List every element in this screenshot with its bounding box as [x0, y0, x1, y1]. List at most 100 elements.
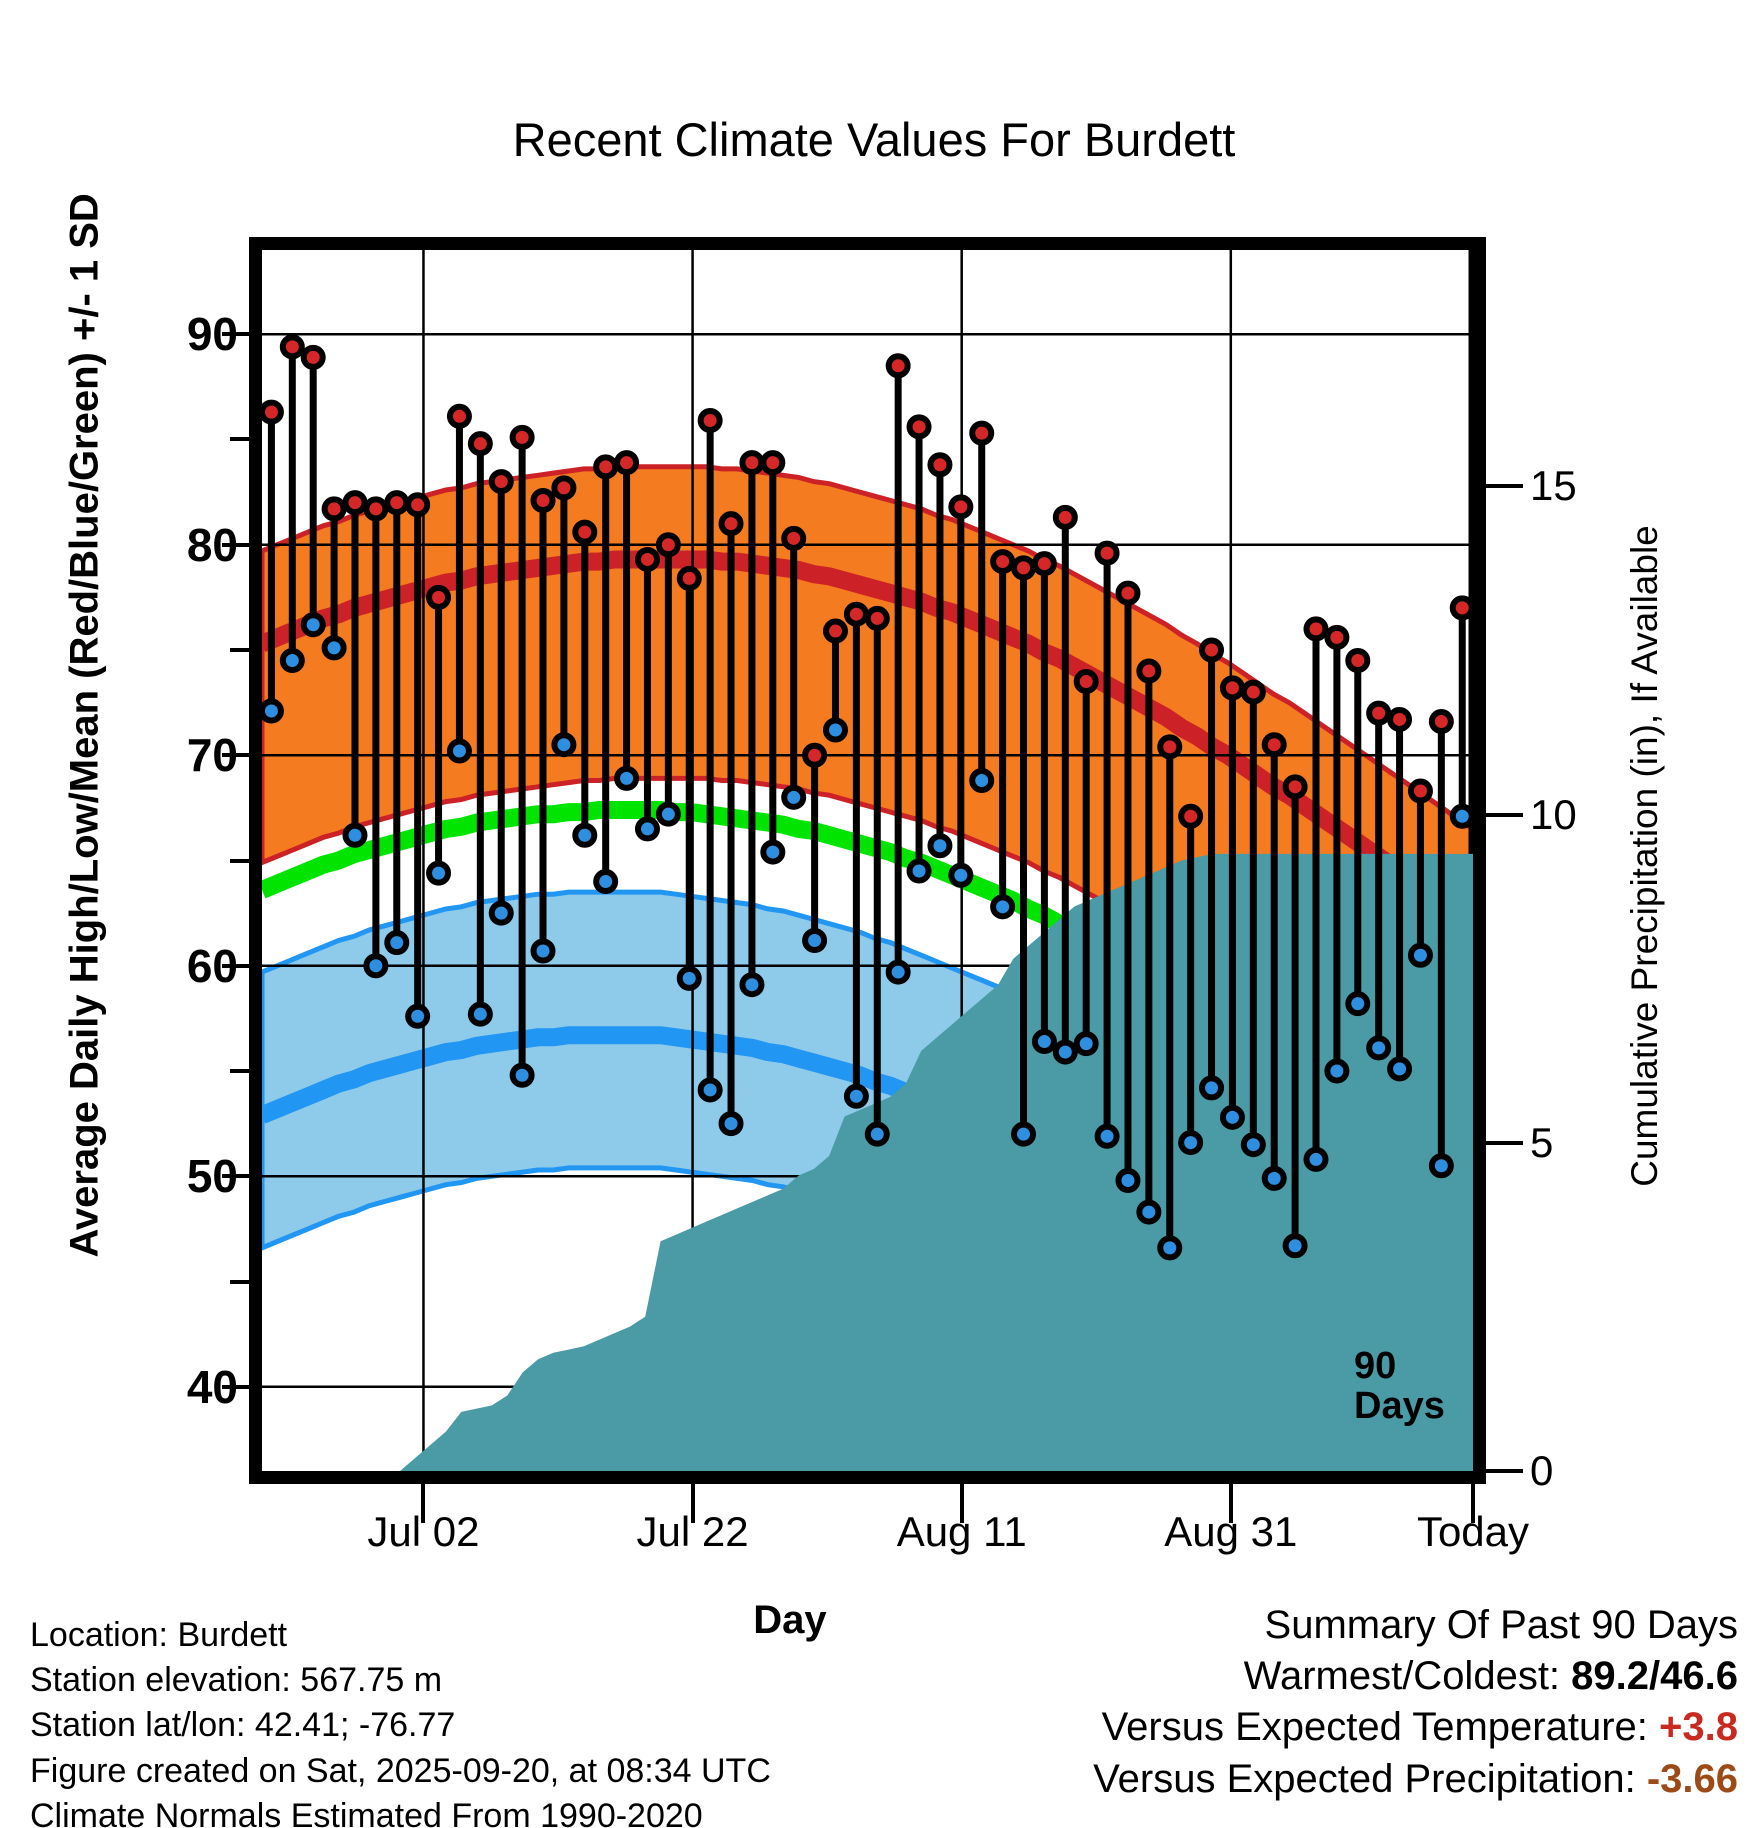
- observed-low-dot: [1219, 1104, 1245, 1130]
- observed-low-dot: [697, 1077, 723, 1103]
- y-tick-mark: [222, 332, 249, 337]
- observed-high-dot: [1324, 624, 1350, 650]
- y-tick-mark: [222, 1384, 249, 1389]
- observed-high-dot: [802, 742, 828, 768]
- observed-low-dot: [969, 768, 995, 794]
- observed-high-dot: [634, 546, 660, 572]
- y-tick-mark: [222, 542, 249, 547]
- x-tick-mark: [1471, 1484, 1475, 1523]
- x-tick-label-4: Today: [1416, 1508, 1530, 1555]
- observed-high-dot: [262, 399, 284, 425]
- observed-high-dot: [1449, 595, 1473, 621]
- observed-low-dot: [1199, 1075, 1225, 1101]
- observed-low-dot: [1324, 1058, 1350, 1084]
- observed-high-dot: [1094, 540, 1120, 566]
- observed-high-dot: [1199, 637, 1225, 663]
- x-tick-mark: [421, 1484, 426, 1523]
- observed-high-dot: [655, 532, 681, 558]
- y-right-tick-mark: [1486, 1140, 1523, 1145]
- observed-low-dot: [760, 839, 786, 865]
- observed-low-dot: [906, 858, 932, 884]
- observed-low-dot: [1407, 942, 1433, 968]
- observed-high-dot: [1219, 675, 1245, 701]
- observed-low-dot: [1052, 1039, 1078, 1065]
- temp-anomaly-label: Versus Expected Temperature:: [1101, 1705, 1648, 1750]
- observed-low-dot: [1136, 1199, 1162, 1225]
- observed-high-dot: [927, 452, 953, 478]
- observed-low-dot: [1115, 1167, 1141, 1193]
- summary-precip-anomaly: Versus Expected Precipitation: -3.66: [1093, 1754, 1738, 1805]
- observed-high-dot: [614, 450, 640, 476]
- observed-low-dot: [990, 894, 1016, 920]
- observed-low-dot: [822, 717, 848, 743]
- observed-low-dot: [1261, 1165, 1287, 1191]
- x-tick-mark: [690, 1484, 695, 1523]
- observed-low-dot: [927, 833, 953, 859]
- station-location: Location: Burdett: [30, 1616, 288, 1654]
- observed-low-dot: [1073, 1031, 1099, 1057]
- observed-low-dot: [488, 900, 514, 926]
- observed-high-dot: [405, 492, 431, 518]
- observed-high-dot: [969, 420, 995, 446]
- observed-low-dot: [1157, 1235, 1183, 1261]
- x-tick-label-0: Jul 02: [367, 1508, 480, 1555]
- observed-high-dot: [1011, 555, 1037, 581]
- observed-high-dot: [572, 519, 598, 545]
- observed-high-dot: [864, 605, 890, 631]
- x-tick-mark: [959, 1484, 964, 1523]
- summary-panel: Summary Of Past 90 Days Warmest/Coldest:…: [1093, 1600, 1738, 1805]
- observed-low-dot: [864, 1121, 890, 1147]
- observed-low-dot: [1031, 1029, 1057, 1055]
- observed-low-dot: [446, 738, 472, 764]
- warmest-coldest-label: Warmest/Coldest:: [1243, 1654, 1561, 1699]
- observed-high-dot: [342, 490, 368, 516]
- observed-high-dot: [509, 424, 535, 450]
- climate-plot-svg: [262, 250, 1473, 1471]
- observed-high-dot: [1303, 616, 1329, 642]
- observed-low-dot: [634, 816, 660, 842]
- observed-high-dot: [384, 490, 410, 516]
- observed-low-dot: [321, 635, 347, 661]
- temp-anomaly-value: +3.8: [1659, 1705, 1738, 1750]
- y-tick-mark: [222, 753, 249, 758]
- observed-high-dot: [363, 496, 389, 522]
- summary-temp-anomaly: Versus Expected Temperature: +3.8: [1093, 1702, 1738, 1753]
- observed-high-dot: [530, 488, 556, 514]
- observed-low-dot: [739, 972, 765, 998]
- observed-high-dot: [885, 353, 911, 379]
- station-elevation: Station elevation: 567.75 m: [30, 1661, 443, 1700]
- y-right-tick-mark: [1486, 812, 1523, 817]
- y-minor-tick: [230, 1279, 249, 1284]
- observed-low-dot: [1178, 1130, 1204, 1156]
- observed-low-dot: [1387, 1056, 1413, 1082]
- y-axis-label-left: Average Daily High/Low/Mean (Red/Blue/Gr…: [62, 193, 107, 1258]
- observed-low-dot: [572, 822, 598, 848]
- x-axis-label: Day: [753, 1598, 827, 1642]
- observed-high-dot: [718, 511, 744, 537]
- observed-low-dot: [1011, 1121, 1037, 1147]
- observed-low-dot: [426, 860, 452, 886]
- y-right-tick-mark: [1486, 484, 1523, 489]
- observed-low-dot: [718, 1111, 744, 1137]
- observed-high-dot: [781, 525, 807, 551]
- observed-high-dot: [948, 494, 974, 520]
- today-annotation-line2: Days: [1354, 1385, 1445, 1428]
- observed-low-dot: [843, 1083, 869, 1109]
- plot-area: [249, 237, 1486, 1484]
- observed-high-dot: [1282, 774, 1308, 800]
- observed-high-dot: [593, 454, 619, 480]
- observed-low-dot: [1345, 991, 1371, 1017]
- warmest-coldest-value: 89.2/46.6: [1571, 1654, 1738, 1699]
- climate-normals: Climate Normals Estimated From 1990-2020: [30, 1796, 703, 1828]
- observed-high-dot: [760, 450, 786, 476]
- observed-low-dot: [509, 1062, 535, 1088]
- observed-high-dot: [1157, 734, 1183, 760]
- today-annotation-line1: 90: [1354, 1345, 1397, 1387]
- observed-high-dot: [300, 344, 326, 370]
- station-info: Location: Burdett Station elevation: 567…: [30, 1613, 771, 1828]
- observed-high-dot: [1115, 580, 1141, 606]
- observed-low-dot: [948, 862, 974, 888]
- y-right-tick-mark: [1486, 1469, 1523, 1473]
- y-tick-mark: [222, 963, 249, 968]
- observed-low-dot: [551, 732, 577, 758]
